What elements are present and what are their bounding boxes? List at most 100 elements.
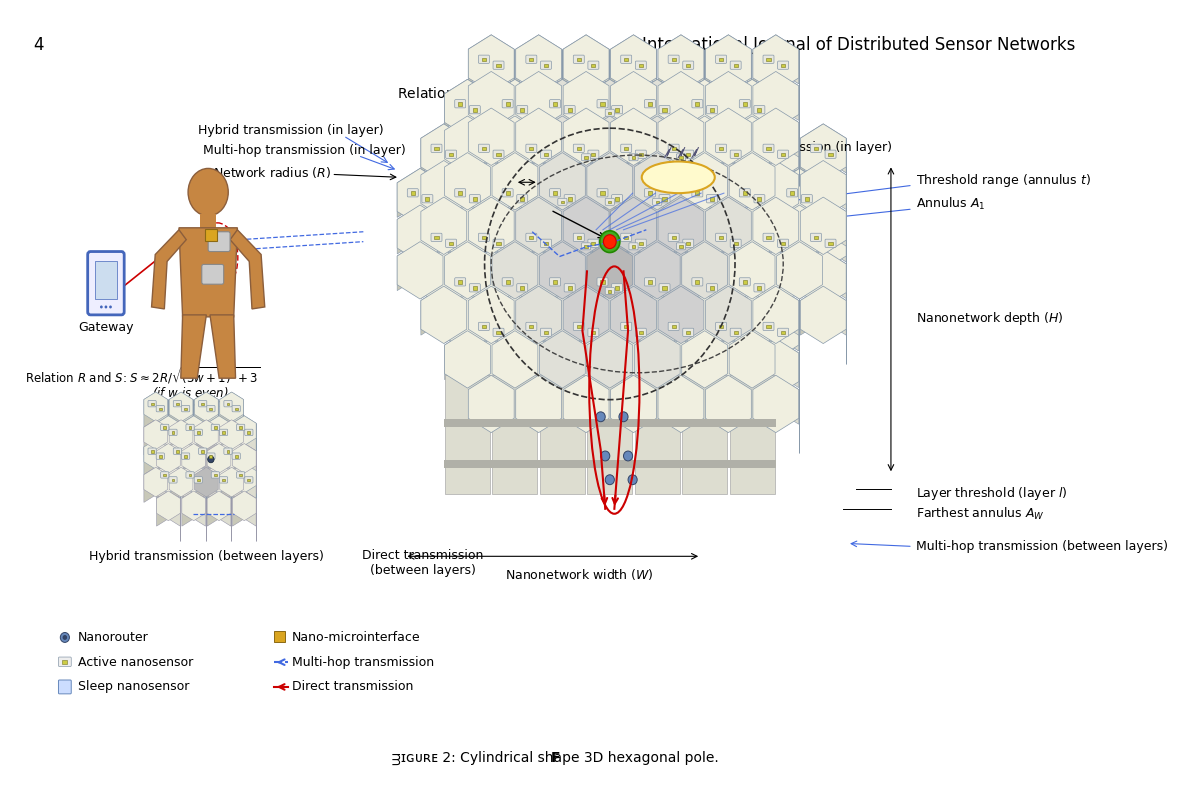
Polygon shape (516, 286, 539, 335)
Polygon shape (682, 257, 727, 315)
FancyBboxPatch shape (790, 191, 794, 195)
Polygon shape (444, 241, 491, 299)
Polygon shape (245, 444, 256, 479)
Text: Relation $R$ and $S$: $S = 2R/(3w + 1)$ (if $w$ is odd): Relation $R$ and $S$: $S = 2R/(3w + 1)$ … (397, 85, 713, 101)
Circle shape (604, 235, 616, 249)
Text: $A_1$: $A_1$ (620, 283, 636, 299)
FancyBboxPatch shape (239, 474, 242, 476)
FancyBboxPatch shape (161, 472, 169, 478)
FancyBboxPatch shape (826, 150, 836, 158)
Polygon shape (752, 241, 775, 291)
FancyBboxPatch shape (445, 239, 456, 248)
Polygon shape (492, 294, 515, 343)
Polygon shape (492, 294, 538, 352)
FancyBboxPatch shape (754, 283, 764, 292)
FancyBboxPatch shape (148, 400, 156, 407)
Polygon shape (611, 338, 656, 396)
FancyBboxPatch shape (588, 328, 599, 337)
FancyBboxPatch shape (59, 680, 71, 694)
FancyBboxPatch shape (608, 290, 612, 292)
Polygon shape (776, 213, 799, 262)
Polygon shape (179, 228, 238, 317)
FancyBboxPatch shape (683, 376, 727, 494)
Polygon shape (563, 294, 586, 343)
Text: Multi-hop transmission (in layer): Multi-hop transmission (in layer) (203, 145, 406, 157)
Polygon shape (706, 286, 728, 335)
Polygon shape (635, 168, 680, 225)
Polygon shape (563, 249, 610, 307)
Polygon shape (468, 124, 491, 173)
Polygon shape (540, 241, 563, 291)
Circle shape (619, 412, 628, 422)
FancyBboxPatch shape (176, 450, 179, 453)
Polygon shape (492, 205, 538, 263)
Polygon shape (728, 197, 751, 246)
FancyBboxPatch shape (194, 476, 203, 483)
Polygon shape (563, 249, 586, 299)
Polygon shape (491, 286, 514, 335)
Polygon shape (156, 392, 168, 427)
FancyBboxPatch shape (564, 195, 575, 202)
Polygon shape (468, 35, 514, 92)
Polygon shape (706, 249, 751, 307)
Polygon shape (658, 286, 704, 344)
Polygon shape (206, 420, 218, 455)
FancyBboxPatch shape (802, 195, 812, 202)
Polygon shape (492, 168, 515, 218)
Polygon shape (611, 338, 634, 387)
Polygon shape (540, 241, 586, 299)
FancyBboxPatch shape (445, 150, 456, 158)
Polygon shape (634, 160, 656, 210)
Polygon shape (730, 205, 775, 263)
Polygon shape (658, 331, 680, 380)
FancyBboxPatch shape (600, 191, 605, 195)
FancyBboxPatch shape (169, 430, 178, 436)
Polygon shape (444, 168, 468, 218)
Polygon shape (397, 241, 443, 299)
Polygon shape (799, 168, 822, 218)
FancyBboxPatch shape (668, 322, 679, 330)
Polygon shape (635, 205, 680, 263)
Text: Event: Event (660, 172, 696, 183)
Polygon shape (444, 294, 468, 343)
Polygon shape (539, 71, 562, 121)
FancyBboxPatch shape (479, 145, 490, 152)
FancyBboxPatch shape (158, 407, 162, 410)
FancyBboxPatch shape (644, 189, 655, 197)
Polygon shape (182, 491, 193, 526)
Polygon shape (776, 124, 799, 173)
FancyBboxPatch shape (568, 198, 571, 201)
Polygon shape (516, 376, 539, 424)
FancyBboxPatch shape (638, 64, 643, 67)
Polygon shape (730, 168, 752, 218)
FancyBboxPatch shape (757, 287, 762, 290)
Text: Direct transmission: Direct transmission (292, 680, 414, 693)
Polygon shape (563, 160, 586, 210)
Polygon shape (635, 205, 658, 254)
FancyBboxPatch shape (692, 189, 703, 197)
Polygon shape (658, 71, 704, 129)
Polygon shape (194, 467, 206, 503)
Polygon shape (823, 213, 846, 262)
Text: $S$: $S$ (203, 400, 210, 412)
Polygon shape (144, 420, 168, 449)
Polygon shape (752, 286, 776, 335)
Polygon shape (515, 168, 538, 218)
FancyBboxPatch shape (577, 325, 581, 329)
FancyBboxPatch shape (544, 242, 548, 245)
FancyBboxPatch shape (730, 239, 742, 248)
Polygon shape (468, 376, 491, 424)
Polygon shape (800, 160, 846, 218)
FancyBboxPatch shape (550, 100, 560, 108)
FancyBboxPatch shape (232, 406, 240, 412)
FancyBboxPatch shape (220, 430, 228, 436)
Circle shape (208, 456, 214, 463)
FancyBboxPatch shape (505, 191, 510, 195)
Polygon shape (468, 286, 514, 344)
Polygon shape (752, 116, 775, 165)
FancyBboxPatch shape (449, 152, 454, 156)
FancyBboxPatch shape (158, 455, 162, 457)
FancyBboxPatch shape (236, 472, 245, 478)
FancyBboxPatch shape (767, 325, 770, 329)
Polygon shape (730, 205, 752, 254)
